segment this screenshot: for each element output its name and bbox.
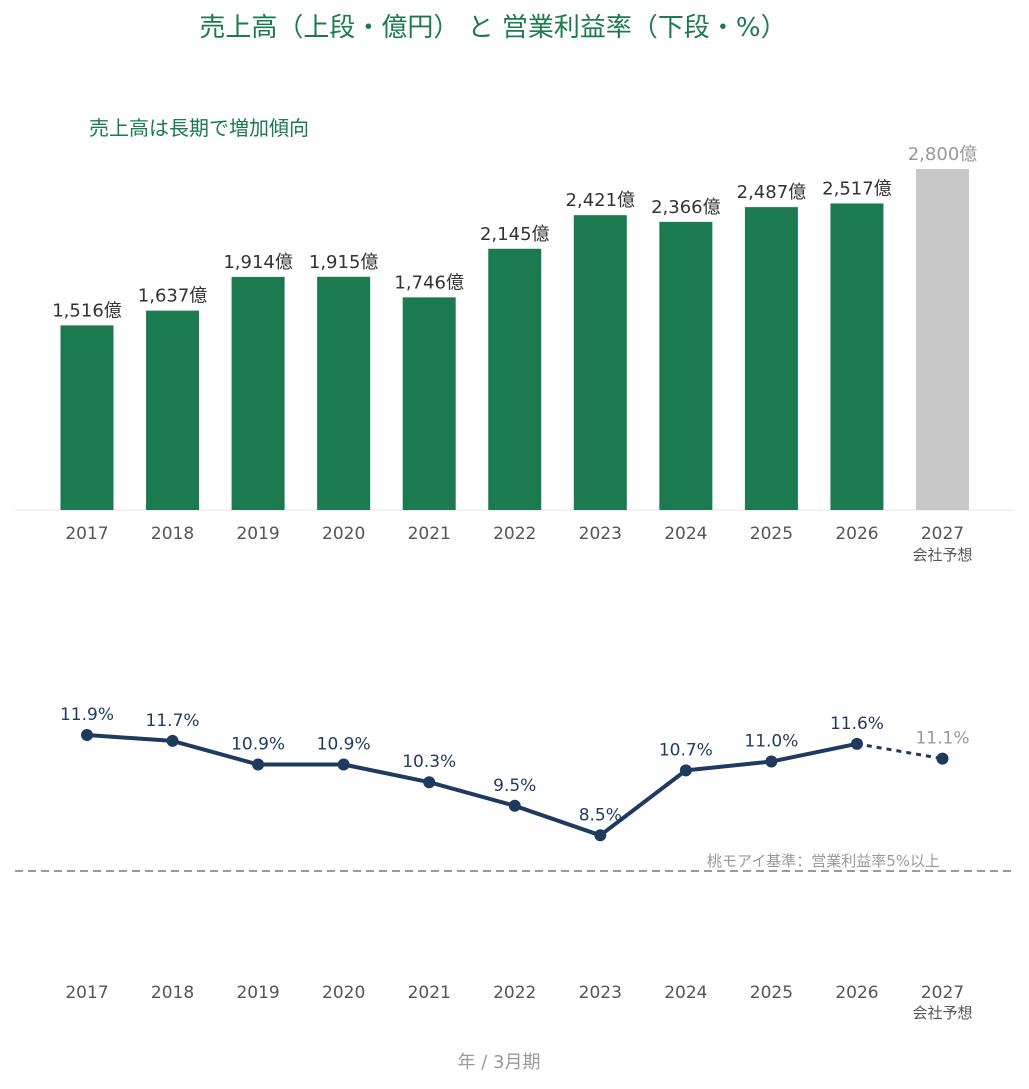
line-x-tick-2023: 2023 <box>579 983 622 1003</box>
sales-value-label-2020: 1,915億 <box>309 252 379 273</box>
margin-forecast-segment <box>856 742 943 761</box>
bar-x-tick-2023: 2023 <box>579 524 622 544</box>
line-x-tick-2024: 2024 <box>664 983 707 1003</box>
bar-x-tick-2024: 2024 <box>664 524 707 544</box>
sales-bar-2021 <box>402 297 456 510</box>
margin-point-2023 <box>594 829 607 842</box>
margin-point-2024 <box>679 764 692 777</box>
margin-point-2019 <box>252 758 265 771</box>
sales-value-label-2017: 1,516億 <box>52 300 122 321</box>
margin-value-label-2023: 8.5% <box>579 805 622 825</box>
bar-x-tick-2020: 2020 <box>322 524 365 544</box>
line-x-tick-2022: 2022 <box>493 983 536 1003</box>
line-x-tick-forecast-note: 会社予想 <box>912 1004 972 1022</box>
x-axis-caption: 年 / 3月期 <box>458 1052 541 1073</box>
line-x-tick-2019: 2019 <box>236 983 279 1003</box>
sales-trend-annotation: 売上高は長期で増加傾向 <box>89 116 309 140</box>
bar-x-tick-2021: 2021 <box>408 524 451 544</box>
sales-bar-2017 <box>60 325 114 510</box>
sales-bar-2026 <box>830 203 884 510</box>
threshold-label: 桃モアイ基準：営業利益率5%以上 <box>707 852 940 870</box>
margin-value-label-2027: 11.1% <box>915 729 969 749</box>
sales-bar-2020 <box>317 276 371 510</box>
margin-point-2018 <box>166 734 179 747</box>
bar-x-tick-2022: 2022 <box>493 524 536 544</box>
sales-bar-2025 <box>744 207 798 510</box>
sales-bar-2019 <box>231 276 285 510</box>
bar-x-tick-2018: 2018 <box>151 524 194 544</box>
margin-value-label-2021: 10.3% <box>402 752 456 772</box>
sales-value-label-2026: 2,517億 <box>822 178 892 199</box>
margin-series-line <box>85 733 859 838</box>
margin-value-label-2024: 10.7% <box>659 740 713 760</box>
sales-value-label-2022: 2,145億 <box>480 224 550 245</box>
line-x-tick-2017: 2017 <box>65 983 108 1003</box>
sales-value-label-2019: 1,914億 <box>223 252 293 273</box>
line-x-tick-2021: 2021 <box>408 983 451 1003</box>
line-x-tick-2025: 2025 <box>750 983 793 1003</box>
margin-value-label-2018: 11.7% <box>146 711 200 731</box>
chart-title: 売上高（上段・億円） と 営業利益率（下段・%） <box>199 13 786 43</box>
margin-point-2027 <box>936 752 949 765</box>
margin-point-2021 <box>423 776 436 789</box>
margin-point-2020 <box>337 758 350 771</box>
sales-value-label-2025: 2,487億 <box>737 182 807 203</box>
bar-x-tick-2026: 2026 <box>835 524 878 544</box>
line-x-tick-2026: 2026 <box>835 983 878 1003</box>
margin-point-2017 <box>81 729 93 741</box>
margin-point-2026 <box>850 737 863 750</box>
line-x-tick-2020: 2020 <box>322 983 365 1003</box>
sales-value-label-2018: 1,637億 <box>138 286 208 307</box>
margin-value-label-2025: 11.0% <box>744 732 798 752</box>
sales-value-label-2023: 2,421億 <box>566 190 636 211</box>
line-x-tick-2018: 2018 <box>151 983 194 1003</box>
margin-value-label-2017: 11.9% <box>60 705 114 725</box>
sales-bar-2022 <box>488 248 542 510</box>
margin-point-2025 <box>765 755 778 768</box>
bar-x-tick-2017: 2017 <box>65 524 108 544</box>
sales-value-label-2021: 1,746億 <box>394 272 464 293</box>
line-x-tick-2027: 2027 <box>921 983 964 1003</box>
margin-point-2022 <box>508 799 521 812</box>
margin-value-label-2020: 10.9% <box>317 735 371 755</box>
bar-x-tick-2025: 2025 <box>750 524 793 544</box>
sales-bar-panel: 1,516億 2017 1,637億 2018 1,914億 2019 1,915億 2020… <box>15 144 1014 564</box>
bar-x-tick-forecast-note: 会社予想 <box>912 546 972 564</box>
sales-bar-2024 <box>659 221 713 511</box>
margin-line-panel: 桃モアイ基準：営業利益率5%以上 11.9% 2017 11.7% 2018 10.9% 2… <box>15 705 1016 1022</box>
sales-value-label-2024: 2,366億 <box>651 197 721 218</box>
sales-value-label-2027: 2,800億 <box>908 144 978 165</box>
sales-bar-2027 <box>916 169 969 510</box>
sales-bar-2018 <box>146 310 200 510</box>
bar-x-tick-2027: 2027 <box>921 524 964 544</box>
margin-value-label-2019: 10.9% <box>231 735 285 755</box>
margin-value-label-2022: 9.5% <box>493 776 536 796</box>
margin-value-label-2026: 11.6% <box>830 714 884 734</box>
sales-bar-2023 <box>573 215 627 510</box>
bar-x-tick-2019: 2019 <box>236 524 279 544</box>
